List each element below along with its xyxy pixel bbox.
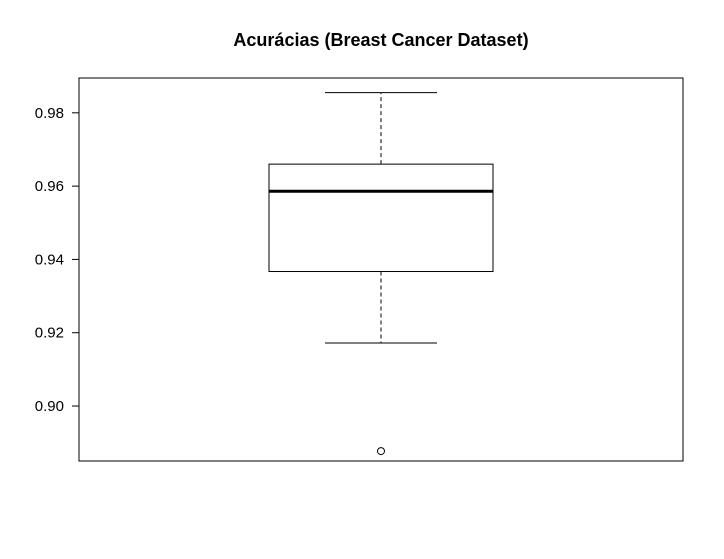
- y-tick-label: 0.94: [35, 251, 64, 268]
- y-tick-label: 0.90: [35, 398, 64, 415]
- y-tick-label: 0.92: [35, 325, 64, 342]
- chart-title: Acurácias (Breast Cancer Dataset): [233, 30, 528, 50]
- iqr-box: [268, 163, 494, 273]
- y-tick-label: 0.96: [35, 178, 64, 195]
- outlier-point: [377, 447, 385, 456]
- y-tick-label: 0.98: [35, 105, 64, 122]
- y-axis: 0.90 0.92 0.94 0.96 0.98: [35, 105, 80, 415]
- box-plot: [268, 92, 494, 456]
